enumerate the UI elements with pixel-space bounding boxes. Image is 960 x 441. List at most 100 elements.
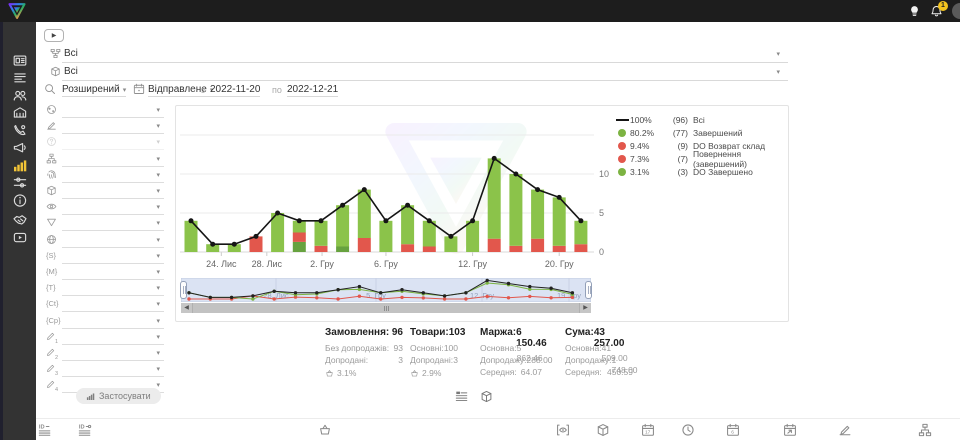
product-filter-value: Всі [64,66,78,77]
svg-text:24. Лис: 24. Лис [206,259,237,269]
product-filter[interactable]: Всі ▾ [48,65,788,81]
stat-title: Маржа: [480,327,517,338]
sidebar-item-video-help[interactable] [12,230,27,245]
search-icon[interactable] [44,83,56,95]
product-filter-icon [50,66,61,77]
legend-item[interactable]: 7.3% (7) Повернення (завершений) [614,149,786,169]
legend-item[interactable]: 100% (96) Всі [614,113,786,126]
sidebar-item-settings[interactable] [12,175,27,190]
chevron-down-icon: ▾ [156,382,160,390]
filter-select-box[interactable]: ▾ [44,185,168,199]
filter-select-eye[interactable]: ▾ [44,201,168,216]
status-filter-icon [50,48,61,59]
date-from-input[interactable]: 2022-11-20 [210,84,261,97]
filter-select-sitemap[interactable]: ▾ [44,153,168,167]
chart-navigator[interactable]: 28. Лис 5. Гру 12. Гру 19. Гру [180,278,592,302]
play-button[interactable]: ▶ [44,29,64,42]
chevron-down-icon: ▾ [156,333,160,341]
svg-text:6: 6 [731,430,734,436]
chevron-down-icon: ▾ [156,123,160,131]
legend-item[interactable]: 80.2% (77) Завершений [614,126,786,139]
stat-title: Замовлення: [325,327,390,338]
filter-select-globe[interactable]: ▾ [44,104,168,118]
filter-select-s[interactable]: {S} ▾ [44,250,168,264]
navigator-handle-right[interactable] [585,281,592,299]
tag-icon: {T} [46,283,56,293]
status-filter[interactable]: Всі ▾ [48,47,788,63]
sidebar-item-dashboard[interactable] [12,53,27,68]
sidebar-item-info[interactable] [12,193,27,208]
filter-select-question[interactable]: ▾ [44,136,168,151]
toolbar-eye-brackets-icon[interactable] [556,423,570,437]
filter-select-fingerprint[interactable]: ▾ [44,169,168,183]
svg-text:5: 5 [599,208,604,218]
legend-item[interactable]: 3.1% (3) DO Завершено [614,166,786,179]
search-mode-select[interactable]: Розширений ▾ [62,84,127,97]
stat-value: 103 [448,327,466,338]
toolbar-calendar-6-icon[interactable]: 6 [726,423,740,437]
sidebar-item-marketing[interactable] [12,140,27,155]
filter-select-t[interactable]: {T} ▾ [44,282,168,297]
date-field-select[interactable]: Відправлене ▾ [148,84,214,97]
app-logo[interactable] [7,1,27,21]
toggle-box-icon[interactable] [480,390,493,403]
chart-scrollbar[interactable]: ◀ ▶ [181,303,591,313]
funnel-icon [46,217,58,229]
sidebar-item-orders[interactable] [12,70,27,85]
globe-icon [46,104,58,116]
stat-column-товари: Товари: 103 Основні: 100 Допродані: 3 2.9% [410,327,466,378]
filter-select-signature[interactable]: ▾ [44,120,168,135]
svg-text:6. Гру: 6. Гру [374,259,398,269]
sidebar-item-warehouse[interactable] [12,105,27,120]
lightbulb-icon[interactable] [908,5,921,18]
filter-select-web[interactable]: ▾ [44,234,168,248]
legend-item[interactable]: 9.4% (9) DO Возврат склад [614,139,786,152]
chevron-down-icon: ▾ [776,51,780,58]
calendar-icon[interactable] [133,83,145,95]
sidebar-item-calls[interactable] [12,123,27,138]
filter-select-funnel[interactable]: ▾ [44,217,168,232]
sidebar-item-analytics[interactable] [12,158,27,173]
filter-select-cp[interactable]: {Cp} ▾ [44,315,168,329]
chevron-down-icon: ▾ [776,69,780,76]
chevron-down-icon: ▾ [156,317,160,325]
navigator-handle-left[interactable] [180,281,187,299]
pencil-icon: 4 [46,379,58,393]
notification-badge: 1 [938,0,948,11]
toolbar-clock-icon[interactable] [681,423,695,437]
chevron-down-icon: ▾ [156,366,160,374]
basket-icon [410,369,419,378]
toolbar-id-lines-icon[interactable]: ID [38,423,52,437]
date-to-input[interactable]: 2022-12-21 [287,84,339,97]
tag-icon: {S} [46,250,57,260]
toolbar-id-card-icon[interactable]: ID [78,423,92,437]
toolbar-basket-icon[interactable] [318,423,332,437]
orders-chart[interactable]: 0 5 10 24. Лис 28. Лис 2. Гру 6. Гру 12. Гру 20.… [176,106,790,323]
scroll-right-arrow[interactable]: ▶ [580,303,591,313]
pencil-icon: 1 [46,331,58,345]
filter-select-pencil2[interactable]: 2 ▾ [44,347,168,361]
toolbar-signature-icon[interactable] [838,423,852,437]
svg-text:20. Гру: 20. Гру [545,259,574,269]
toolbar-box-icon[interactable] [596,423,610,437]
bell-icon[interactable]: 1 [930,0,948,18]
toolbar-calendar-17-icon[interactable]: 17 [641,423,655,437]
svg-text:17: 17 [645,430,651,436]
filter-select-ct[interactable]: {Ct} ▾ [44,298,168,313]
filter-select-pencil3[interactable]: 3 ▾ [44,363,168,378]
toolbar-sitemap-icon[interactable] [918,423,932,437]
avatar[interactable] [952,3,960,19]
filter-select-pencil1[interactable]: 1 ▾ [44,331,168,345]
tag-icon: {Cp} [46,315,61,325]
sidebar-item-clients[interactable] [12,88,27,103]
sidebar-item-partners[interactable] [12,212,27,227]
stat-title: Товари: [410,327,449,338]
toolbar-calendar-export-icon[interactable] [783,423,797,437]
filter-select-m[interactable]: {M} ▾ [44,266,168,280]
scroll-thumb[interactable] [192,303,580,313]
stat-column-маржа: Маржа: 6 150.46 Основна: 5 862.46 Допродажу:… [480,327,553,377]
svg-text:5. Гру: 5. Гру [366,291,386,300]
apply-button[interactable]: Застосувати [76,388,161,404]
toggle-report-list-icon[interactable] [455,390,468,403]
scroll-left-arrow[interactable]: ◀ [181,303,192,313]
